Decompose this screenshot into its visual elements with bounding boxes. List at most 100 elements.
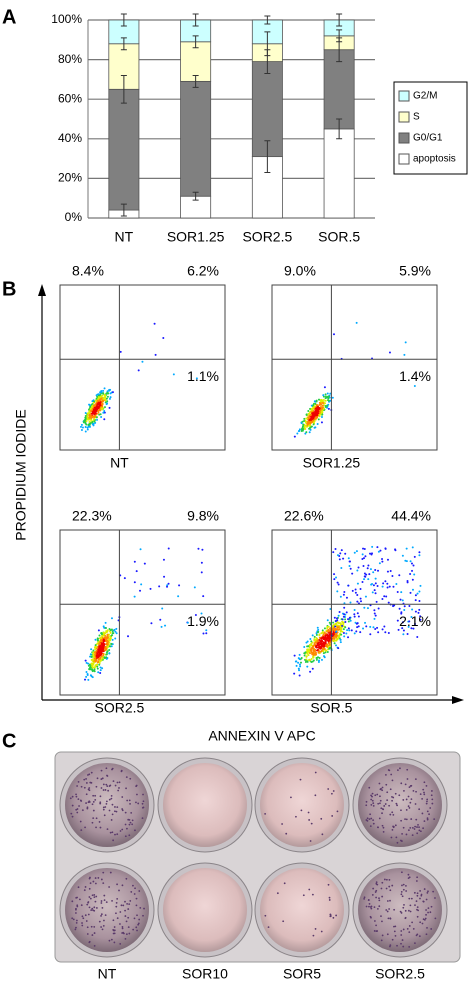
event-dot xyxy=(110,643,113,646)
event-dot xyxy=(356,582,359,585)
event-dot xyxy=(321,648,324,651)
colony xyxy=(399,839,402,842)
event-dot xyxy=(318,407,321,410)
event-dot xyxy=(309,420,312,423)
event-dot xyxy=(362,557,365,560)
colony xyxy=(415,818,418,821)
colony xyxy=(396,944,398,947)
colony xyxy=(411,834,414,837)
colony xyxy=(97,877,100,879)
event-dot xyxy=(109,636,112,639)
event-dot xyxy=(369,633,372,636)
colony xyxy=(75,896,78,899)
event-dot xyxy=(333,642,336,645)
colony xyxy=(93,896,96,899)
event-dot xyxy=(318,650,321,653)
event-dot xyxy=(419,615,422,618)
event-dot xyxy=(100,659,103,662)
colony xyxy=(114,833,116,836)
colony xyxy=(385,887,388,890)
colony xyxy=(376,930,379,932)
colony xyxy=(375,896,377,899)
colony xyxy=(422,918,425,921)
arrow-head xyxy=(452,696,464,704)
event-dot xyxy=(418,608,421,611)
event-dot xyxy=(356,612,359,615)
event-dot xyxy=(105,403,108,406)
event-dot xyxy=(410,562,413,565)
event-dot xyxy=(328,638,331,641)
event-dot xyxy=(310,425,313,428)
colony xyxy=(388,804,391,807)
event-dot xyxy=(167,547,170,550)
arrow-head xyxy=(38,284,46,296)
event-dot xyxy=(312,416,315,419)
quadrant-percent: 6.2% xyxy=(187,263,219,279)
event-dot xyxy=(397,628,400,631)
event-dot xyxy=(353,551,356,554)
event-dot xyxy=(102,638,105,641)
event-dot xyxy=(127,635,130,638)
event-dot xyxy=(335,576,338,579)
event-dot xyxy=(106,395,109,398)
colony xyxy=(142,793,144,796)
plot-frame xyxy=(271,529,438,696)
event-dot xyxy=(377,569,380,572)
event-dot xyxy=(369,552,372,555)
colony xyxy=(427,911,429,914)
event-dot xyxy=(343,591,346,594)
colony xyxy=(329,913,332,916)
event-dot xyxy=(354,591,357,594)
event-dot xyxy=(298,653,301,656)
event-dot xyxy=(100,407,103,410)
event-dot xyxy=(178,584,181,587)
colony xyxy=(88,877,91,880)
event-dot xyxy=(396,619,399,622)
colony xyxy=(402,945,405,948)
event-dot xyxy=(303,654,306,657)
event-dot xyxy=(363,575,366,578)
event-dot xyxy=(338,611,341,614)
event-dot xyxy=(301,428,304,431)
event-dot xyxy=(348,616,351,619)
event-dot xyxy=(340,567,343,570)
y-tick-label: 20% xyxy=(58,171,82,185)
event-dot xyxy=(100,640,103,643)
well xyxy=(163,868,247,952)
event-dot xyxy=(341,624,344,627)
event-dot xyxy=(205,632,208,635)
colony xyxy=(75,908,77,911)
colony xyxy=(391,811,394,814)
colony xyxy=(392,826,395,829)
colony xyxy=(100,787,103,789)
colony xyxy=(422,827,425,830)
event-dot xyxy=(140,583,143,586)
event-dot xyxy=(365,625,368,628)
event-dot xyxy=(379,549,382,552)
event-dot xyxy=(361,553,364,556)
event-dot xyxy=(342,628,345,631)
colony xyxy=(88,800,91,803)
colony xyxy=(80,785,83,788)
event-dot xyxy=(301,420,304,423)
colony xyxy=(128,834,131,837)
event-dot xyxy=(99,394,102,397)
colony xyxy=(418,826,420,829)
event-dot xyxy=(115,632,118,635)
event-dot xyxy=(342,615,345,618)
colony xyxy=(75,808,78,811)
colony xyxy=(105,802,108,805)
event-dot xyxy=(86,673,89,676)
event-dot xyxy=(369,568,372,571)
event-dot xyxy=(94,660,97,663)
colony xyxy=(77,798,80,801)
event-dot xyxy=(356,626,359,629)
colony xyxy=(370,794,373,797)
event-dot xyxy=(411,546,414,549)
colony xyxy=(407,873,410,876)
event-dot xyxy=(94,665,97,668)
event-dot xyxy=(342,632,345,635)
event-dot xyxy=(98,663,101,666)
event-dot xyxy=(348,629,351,632)
event-dot xyxy=(94,399,97,402)
